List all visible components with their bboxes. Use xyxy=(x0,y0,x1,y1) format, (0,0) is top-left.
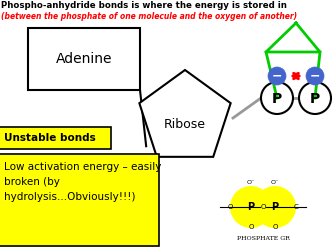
FancyBboxPatch shape xyxy=(28,28,140,90)
Text: Low activation energy – easily
broken (by
hydrolysis...Obviously!!!): Low activation energy – easily broken (b… xyxy=(4,162,161,202)
Text: Adenine: Adenine xyxy=(56,52,112,66)
Polygon shape xyxy=(139,70,230,157)
Text: P: P xyxy=(271,202,279,212)
Text: Unstable bonds: Unstable bonds xyxy=(4,133,96,143)
Text: P: P xyxy=(247,202,255,212)
Circle shape xyxy=(299,82,331,114)
Circle shape xyxy=(254,186,296,228)
Text: Ribose: Ribose xyxy=(164,117,206,131)
Text: O⁻: O⁻ xyxy=(247,180,255,185)
Text: PHOSPHATE GR: PHOSPHATE GR xyxy=(237,236,289,241)
Text: O: O xyxy=(248,224,254,230)
Circle shape xyxy=(230,186,272,228)
Text: −: − xyxy=(272,70,282,82)
Text: P: P xyxy=(272,92,282,106)
Circle shape xyxy=(306,67,324,85)
Circle shape xyxy=(261,82,293,114)
Text: (between the phosphate of one molecule and the oxygen of another): (between the phosphate of one molecule a… xyxy=(1,12,297,21)
Circle shape xyxy=(268,67,286,85)
Text: O⁻: O⁻ xyxy=(271,180,279,185)
FancyBboxPatch shape xyxy=(0,154,159,246)
Text: O: O xyxy=(272,224,278,230)
Text: −: − xyxy=(310,70,320,82)
Text: C: C xyxy=(294,204,298,210)
Text: P: P xyxy=(310,92,320,106)
Text: O: O xyxy=(260,204,266,210)
Text: O: O xyxy=(227,204,233,210)
Text: Phospho-anhydride bonds is where the energy is stored in: Phospho-anhydride bonds is where the ene… xyxy=(1,1,287,10)
FancyBboxPatch shape xyxy=(0,127,111,149)
